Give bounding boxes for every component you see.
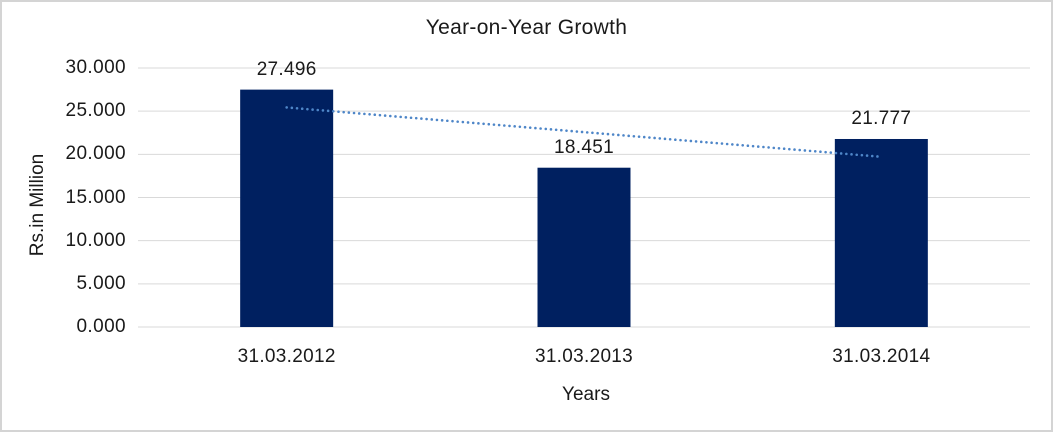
bar-31.03.2014 (834, 138, 928, 327)
data-label: 27.496 (256, 58, 317, 80)
trendline (285, 106, 883, 159)
y-tick-label: 10.000 (65, 229, 126, 251)
y-tick-label: 5.000 (76, 272, 126, 294)
y-tick-label: 15.000 (65, 186, 126, 208)
y-tick-label: 25.000 (65, 100, 126, 122)
y-tick-label: 20.000 (65, 143, 126, 165)
x-tick-label: 31.03.2014 (832, 346, 931, 367)
bar-31.03.2012 (240, 89, 334, 328)
data-label: 18.451 (554, 136, 614, 158)
y-tick-label: 0.000 (76, 316, 126, 337)
chart-title: Year-on-Year Growth (425, 16, 628, 39)
data-label: 21.777 (851, 107, 912, 129)
x-tick-label: 31.03.2013 (534, 346, 634, 367)
x-tick-label: 31.03.2012 (237, 346, 336, 367)
bar-31.03.2013 (537, 167, 631, 327)
y-tick-label: 30.000 (65, 57, 126, 78)
x-axis-title: Years (562, 384, 610, 405)
